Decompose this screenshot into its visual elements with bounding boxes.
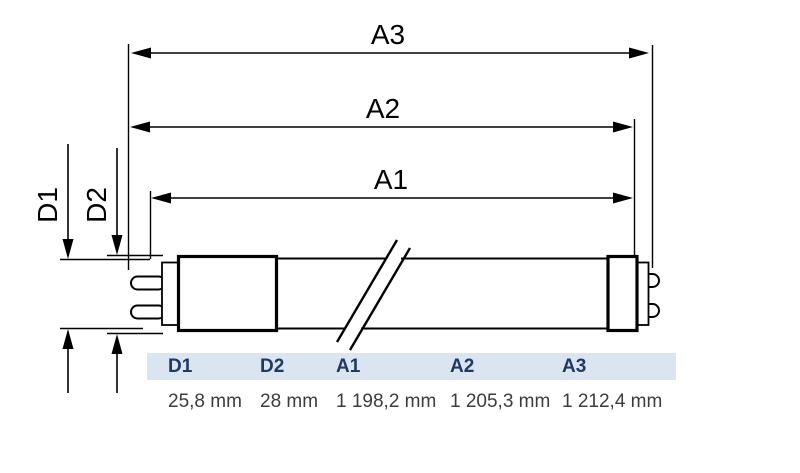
- break-line-2: [348, 247, 412, 351]
- a1-right-arrowhead-icon: [613, 192, 633, 204]
- a1-label: A1: [374, 164, 408, 195]
- left-pin-bottom: [130, 304, 166, 320]
- left-pins: [130, 261, 180, 326]
- a3-left-arrowhead-icon: [131, 47, 151, 59]
- dimension-a3: A3: [131, 19, 649, 59]
- d1-up-arrowhead-icon: [62, 329, 74, 349]
- left-pin-top: [130, 275, 166, 291]
- d2-up-arrowhead-icon: [111, 334, 123, 354]
- a3-label: A3: [371, 19, 405, 50]
- dimension-a1: A1: [151, 164, 633, 204]
- right-end-cap: [606, 254, 639, 333]
- table-value-d2: 28 mm: [260, 391, 319, 412]
- d1-label: D1: [32, 187, 63, 223]
- left-pin-holder: [161, 261, 180, 326]
- table-header-band: [147, 353, 676, 380]
- table-header-a2: A2: [450, 356, 475, 377]
- a2-label: A2: [366, 93, 400, 124]
- d1-down-arrowhead-icon: [62, 239, 74, 259]
- right-pins: [635, 261, 660, 326]
- dimension-d1: D1: [32, 144, 74, 393]
- d2-down-arrowhead-icon: [111, 235, 123, 255]
- table-header-a3: A3: [562, 356, 587, 377]
- dimension-d2: D2: [81, 148, 123, 393]
- break-line-1: [335, 239, 399, 343]
- tube-glass: [277, 257, 608, 330]
- extension-lines: [127, 44, 654, 270]
- table-header-d2: D2: [260, 356, 285, 377]
- table-value-a2: 1 205,3 mm: [450, 391, 551, 412]
- table-header-a1: A1: [336, 356, 361, 377]
- table-value-a3: 1 212,4 mm: [562, 391, 663, 412]
- table-value-d1: 25,8 mm: [168, 391, 242, 412]
- left-end-cap: [176, 254, 279, 333]
- diameter-ticks: [60, 254, 163, 335]
- a1-left-arrowhead-icon: [151, 192, 171, 204]
- a2-right-arrowhead-icon: [613, 121, 633, 133]
- tube-drawing: [130, 239, 660, 351]
- a2-left-arrowhead-icon: [130, 121, 150, 133]
- d2-label: D2: [81, 187, 112, 223]
- break-symbol: [335, 239, 412, 351]
- a3-right-arrowhead-icon: [629, 47, 649, 59]
- dimension-a2: A2: [130, 93, 633, 133]
- table-value-a1: 1 198,2 mm: [336, 391, 437, 412]
- table-header-d1: D1: [168, 356, 193, 377]
